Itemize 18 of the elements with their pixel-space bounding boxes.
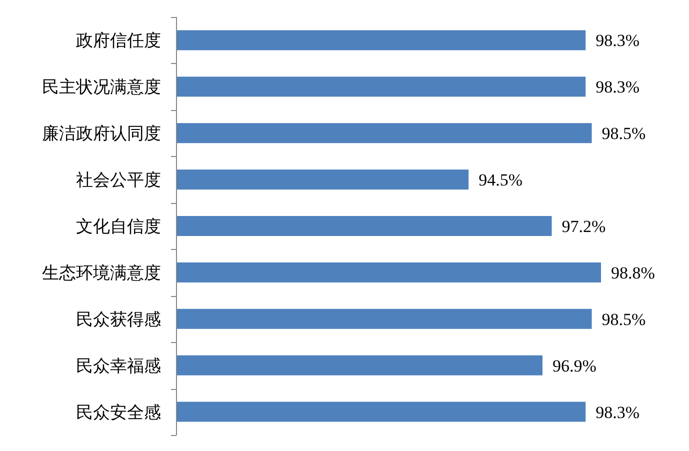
y-tick-label: 民众安全感 — [76, 402, 161, 422]
data-label: 94.5% — [478, 170, 522, 190]
y-tick-label: 社会公平度 — [76, 170, 161, 190]
data-label: 98.5% — [602, 124, 646, 144]
y-tick-label: 民众获得感 — [76, 310, 161, 329]
y-tick-label: 民主状况满意度 — [42, 78, 161, 97]
y-tick-label: 政府信任度 — [76, 31, 161, 50]
y-tick-label: 民众幸福感 — [76, 356, 161, 376]
data-label: 97.2% — [562, 217, 606, 236]
y-tick-label: 廉洁政府认同度 — [42, 124, 161, 144]
data-label: 98.3% — [596, 402, 640, 422]
y-tick-label: 文化自信度 — [76, 217, 161, 236]
data-label: 98.3% — [596, 31, 640, 50]
y-tick-label: 生态环境满意度 — [42, 263, 161, 282]
data-label: 98.8% — [611, 263, 655, 282]
data-label: 96.9% — [552, 356, 596, 376]
data-label: 98.5% — [602, 310, 646, 329]
data-label: 98.3% — [596, 78, 640, 97]
